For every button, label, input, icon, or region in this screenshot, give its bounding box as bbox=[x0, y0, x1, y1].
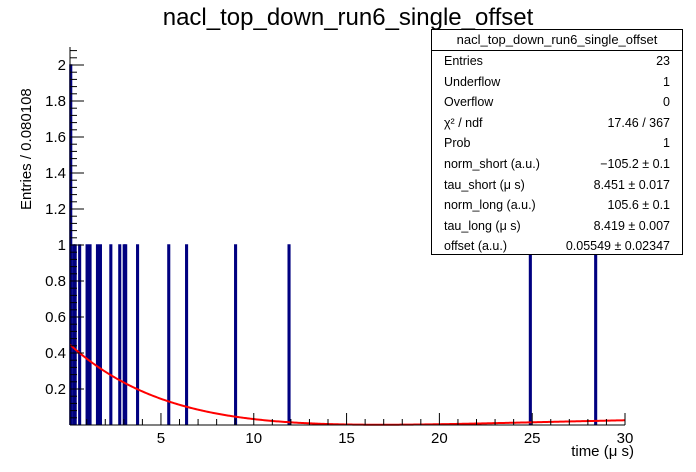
stats-row-value: 8.419 ± 0.007 bbox=[593, 218, 670, 233]
histogram-bar bbox=[185, 244, 189, 425]
y-tick-label: 0.2 bbox=[45, 381, 66, 398]
histogram-bar bbox=[528, 244, 532, 425]
x-tick-label: 20 bbox=[431, 430, 448, 447]
histogram-bar bbox=[167, 244, 171, 425]
stats-row-label: tau_short (μ s) bbox=[444, 177, 525, 192]
stats-row-label: Overflow bbox=[444, 95, 494, 110]
y-tick-label: 1.4 bbox=[45, 165, 66, 182]
x-tick-label: 30 bbox=[617, 430, 634, 447]
histogram-bar bbox=[78, 244, 82, 425]
y-tick-label: 0.8 bbox=[45, 273, 66, 290]
x-tick-label: 5 bbox=[157, 430, 165, 447]
histogram-bar bbox=[124, 244, 128, 425]
stats-row: tau_short (μ s) 8.451 ± 0.017 bbox=[432, 175, 682, 196]
histogram-bar bbox=[85, 244, 89, 425]
stats-row-value: 1 bbox=[663, 74, 670, 89]
stats-row: Underflow 1 bbox=[432, 72, 682, 93]
stats-row-label: offset (a.u.) bbox=[444, 239, 507, 254]
stats-row-value: −105.2 ± 0.1 bbox=[600, 156, 670, 171]
stats-row-value: 8.451 ± 0.017 bbox=[593, 177, 670, 192]
histogram-bar bbox=[594, 244, 598, 425]
stats-row-value: 1 bbox=[663, 136, 670, 151]
stats-row: norm_long (a.u.) 105.6 ± 0.1 bbox=[432, 195, 682, 216]
chart-title: nacl_top_down_run6_single_offset bbox=[162, 4, 534, 31]
stats-row: offset (a.u.) 0.05549 ± 0.02347 bbox=[432, 236, 682, 257]
histogram-bar bbox=[95, 244, 100, 425]
stats-row-value: 0.05549 ± 0.02347 bbox=[565, 239, 670, 254]
fit-curve bbox=[69, 343, 626, 426]
y-tick-label: 0.4 bbox=[45, 345, 66, 362]
stats-row-value: 17.46 / 367 bbox=[607, 115, 670, 130]
histogram-bar bbox=[287, 244, 291, 425]
stats-box: nacl_top_down_run6_single_offset Entries… bbox=[431, 29, 683, 255]
stats-box-title: nacl_top_down_run6_single_offset bbox=[432, 30, 682, 51]
histogram-bar bbox=[109, 244, 113, 425]
stats-rows: Entries 23 Underflow 1 Overflow 0 χ² / ndf 17.4… bbox=[432, 51, 682, 257]
stats-row-value: 0 bbox=[663, 95, 670, 110]
y-tick-label: 1.8 bbox=[45, 93, 66, 110]
histogram-bar bbox=[118, 244, 122, 425]
y-tick-label: 2 bbox=[58, 57, 66, 74]
stats-row-label: Prob bbox=[444, 136, 471, 151]
histogram-bar bbox=[73, 244, 77, 425]
stats-row: tau_long (μ s) 8.419 ± 0.007 bbox=[432, 216, 682, 237]
stats-row: Entries 23 bbox=[432, 51, 682, 72]
histogram-bar bbox=[98, 244, 102, 425]
stats-row: norm_short (a.u.) −105.2 ± 0.1 bbox=[432, 154, 682, 175]
histogram-bar bbox=[136, 244, 140, 425]
y-tick-label: 1.2 bbox=[45, 201, 66, 218]
x-tick-label: 25 bbox=[524, 430, 541, 447]
stats-row-label: Entries bbox=[444, 54, 483, 68]
stats-row: χ² / ndf 17.46 / 367 bbox=[432, 113, 682, 134]
stats-row-label: norm_short (a.u.) bbox=[444, 156, 540, 171]
y-tick-label: 1.6 bbox=[45, 129, 66, 146]
y-tick-label: 1 bbox=[58, 237, 66, 254]
axes: 5 10 15 20 25 30 0.2 0.4 0.6 0.8 1 1.2 1.4 1.6 1.8 2 bbox=[45, 47, 633, 447]
histogram-bar bbox=[88, 244, 92, 425]
stats-row-label: χ² / ndf bbox=[444, 115, 483, 130]
stats-row-label: norm_long (a.u.) bbox=[444, 198, 536, 213]
histogram-bar bbox=[234, 244, 238, 425]
x-axis-label: time (μ s) bbox=[571, 443, 634, 460]
fit-curve-group bbox=[69, 343, 626, 426]
x-tick-label: 10 bbox=[245, 430, 262, 447]
y-tick-label: 0.6 bbox=[45, 309, 66, 326]
stats-row-label: tau_long (μ s) bbox=[444, 218, 521, 233]
x-tick-label: 15 bbox=[338, 430, 355, 447]
stats-row-label: Underflow bbox=[444, 74, 501, 89]
stats-row-value: 105.6 ± 0.1 bbox=[607, 198, 670, 213]
stats-row-value: 23 bbox=[656, 54, 670, 68]
stats-row: Prob 1 bbox=[432, 133, 682, 154]
stats-row: Overflow 0 bbox=[432, 92, 682, 113]
y-axis-label: Entries / 0.080108 bbox=[18, 88, 35, 210]
